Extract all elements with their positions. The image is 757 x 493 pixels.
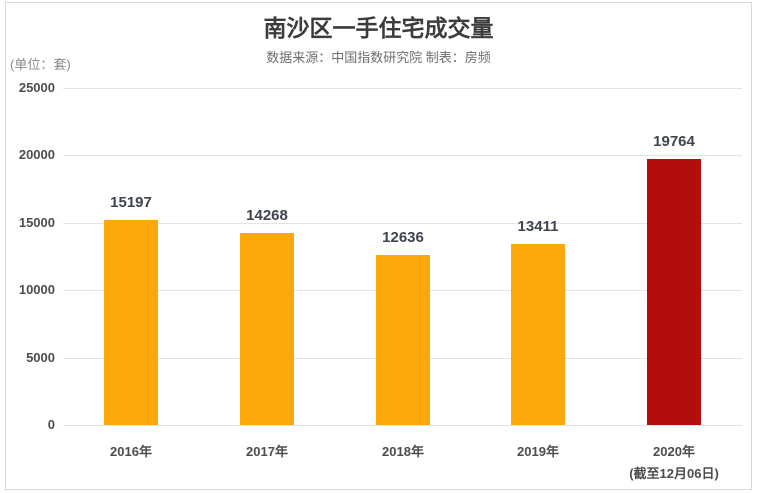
x-axis-tick-sublabel: (截至12月06日) bbox=[629, 466, 719, 481]
y-axis-tick-label: 15000 bbox=[18, 215, 55, 230]
unit-label: (单位：套) bbox=[10, 57, 71, 72]
y-axis-tick-label: 25000 bbox=[18, 80, 55, 95]
x-axis-tick-label: 2018年 bbox=[382, 444, 424, 459]
gridline bbox=[63, 425, 742, 426]
bar-value-label: 12636 bbox=[382, 229, 424, 246]
y-axis-tick-label: 5000 bbox=[26, 350, 55, 365]
y-axis-tick-label: 0 bbox=[47, 417, 55, 432]
y-axis-tick-label: 10000 bbox=[18, 282, 55, 297]
bar-2017年 bbox=[240, 233, 294, 425]
bar-value-label: 14268 bbox=[246, 207, 288, 224]
x-axis-tick-label: 2020年 bbox=[653, 444, 695, 459]
bar-2020年 bbox=[647, 159, 701, 425]
gridline bbox=[63, 88, 742, 89]
x-axis-tick-label: 2019年 bbox=[517, 444, 559, 459]
chart-title: 南沙区一手住宅成交量 bbox=[263, 15, 494, 41]
x-axis-tick-label: 2017年 bbox=[246, 444, 288, 459]
bar-2016年 bbox=[104, 220, 158, 425]
chart-frame-border bbox=[5, 2, 752, 490]
gridline bbox=[63, 223, 742, 224]
y-axis-tick-label: 20000 bbox=[18, 147, 55, 162]
chart-subtitle: 数据来源：中国指数研究院 制表：房频 bbox=[266, 50, 491, 65]
bar-value-label: 19764 bbox=[653, 133, 695, 150]
bar-2018年 bbox=[376, 255, 430, 425]
bar-2019年 bbox=[511, 244, 565, 425]
bar-value-label: 15197 bbox=[110, 194, 152, 211]
bar-value-label: 13411 bbox=[517, 218, 559, 235]
x-axis-tick-label: 2016年 bbox=[110, 444, 152, 459]
gridline bbox=[63, 155, 742, 156]
